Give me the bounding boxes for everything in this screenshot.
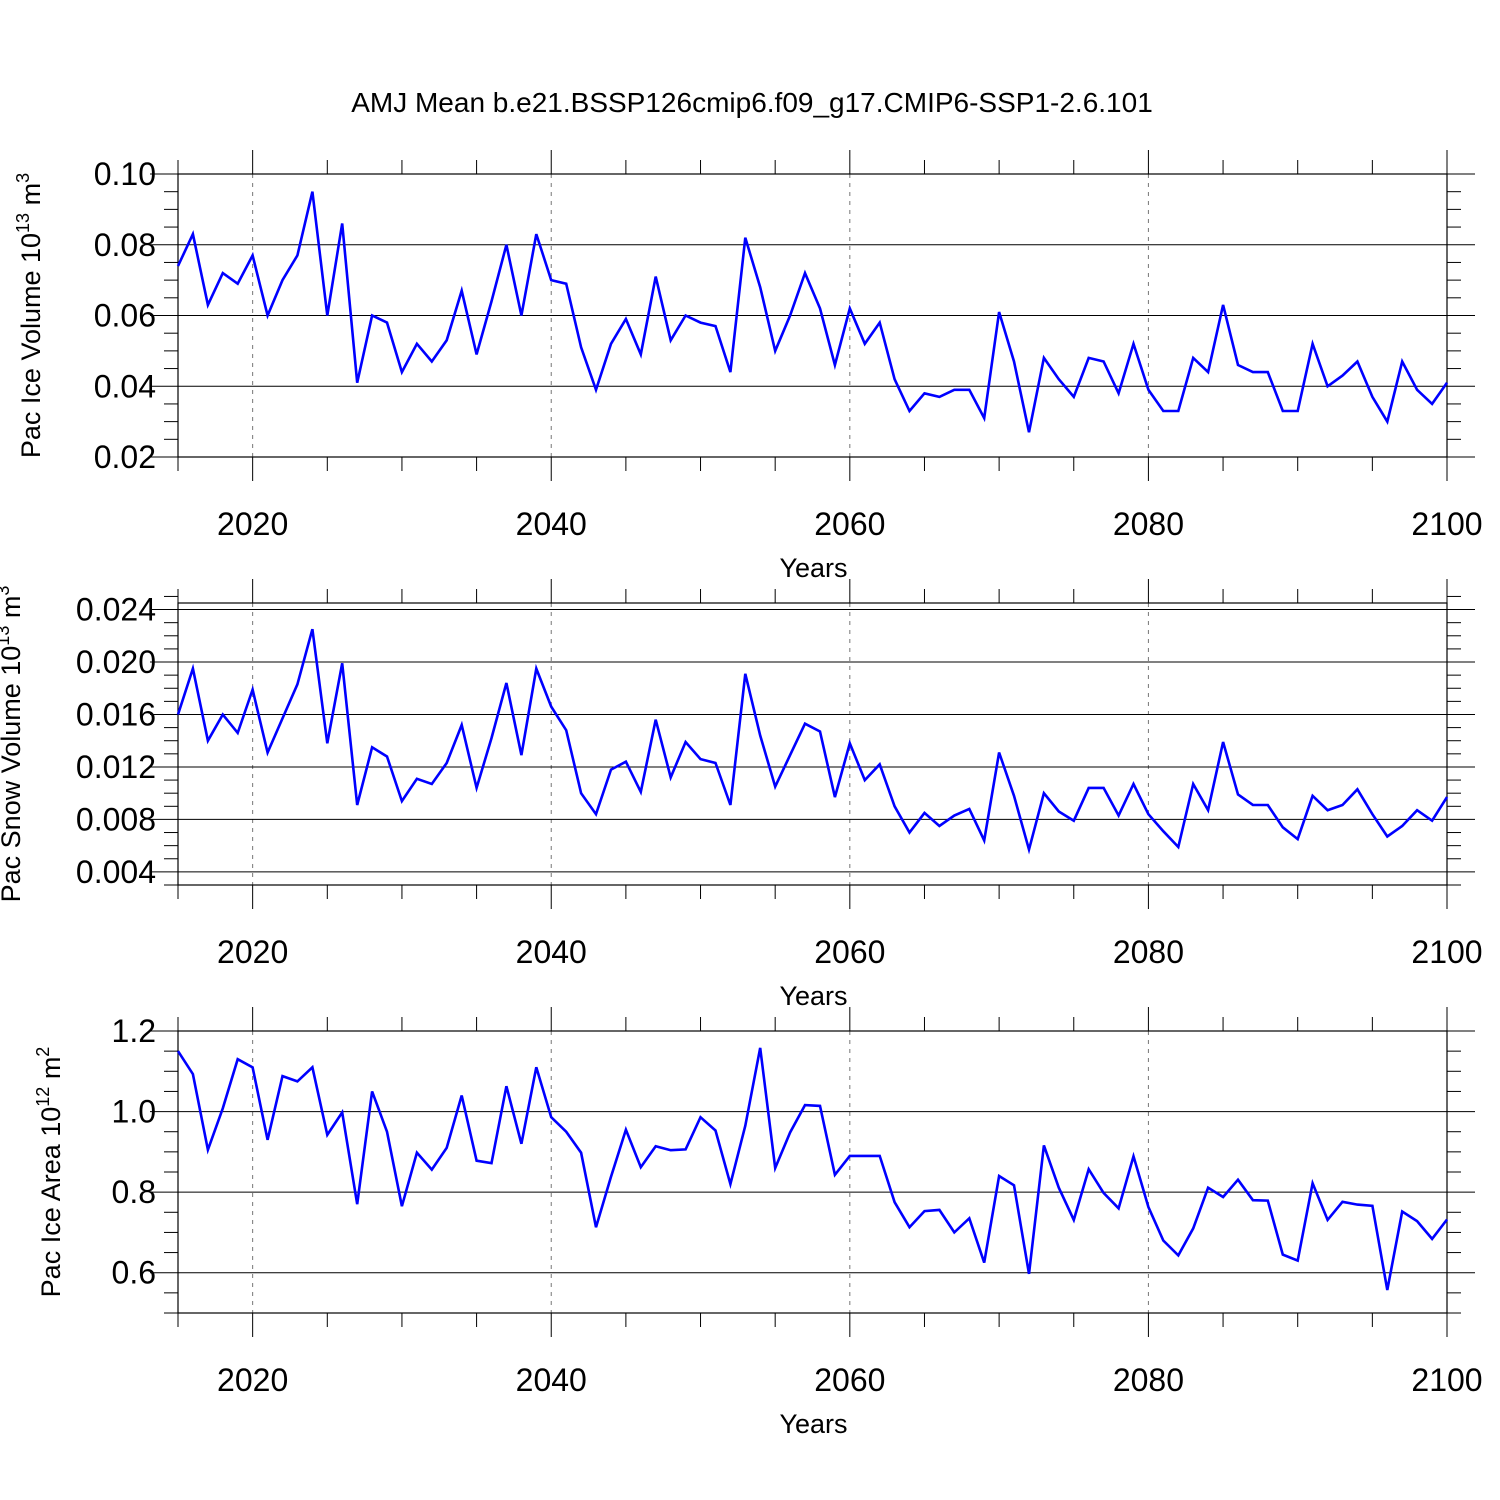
x-tick-label: 2100 <box>1411 1362 1482 1398</box>
y-axis-title-text: Pac Ice Area 10 <box>36 1107 66 1298</box>
y-axis-title-unit: m <box>36 1057 66 1087</box>
y-axis-title-exponent: 13 <box>13 213 33 233</box>
y-tick-label: 0.016 <box>76 696 156 732</box>
x-tick-label: 2080 <box>1113 1362 1184 1398</box>
y-axis-title-unit: m <box>0 596 26 626</box>
y-axis-title-exponent: 12 <box>33 1087 53 1107</box>
y-axis-title-unit: m <box>16 183 46 213</box>
y-axis-title-text: Pac Ice Volume 10 <box>16 233 46 458</box>
x-tick-label: 2020 <box>217 1362 288 1398</box>
x-tick-label: 2060 <box>814 1362 885 1398</box>
y-axis-title-unit-exponent: 3 <box>0 586 13 596</box>
x-axis-title: Years <box>779 553 847 583</box>
y-tick-label: 1.2 <box>112 1013 156 1049</box>
panel-1: 0.02 0.04 0.06 0.08 0.10 2020 2040 2060 2080 2100… <box>13 150 1483 583</box>
x-tick-label: 2040 <box>516 1362 587 1398</box>
x-tick-label: 2100 <box>1411 506 1482 542</box>
y-tick-label: 0.06 <box>94 298 156 334</box>
series-line <box>176 628 1449 855</box>
x-tick-label: 2100 <box>1411 934 1482 970</box>
y-axis-title: Pac Ice Area 1012 m2 <box>33 1047 66 1298</box>
x-tick-label: 2080 <box>1113 934 1184 970</box>
y-tick-label: 0.10 <box>94 156 156 192</box>
x-tick-label: 2060 <box>814 506 885 542</box>
y-tick-label: 0.02 <box>94 439 156 475</box>
y-axis-title-unit-exponent: 3 <box>13 173 33 183</box>
x-tick-label: 2080 <box>1113 506 1184 542</box>
x-axis-title: Years <box>779 1409 847 1439</box>
panel-3: 0.6 0.8 1.0 1.2 2020 2040 2060 2080 2100 Years Pac… <box>33 1007 1483 1439</box>
panels: 0.02 0.04 0.06 0.08 0.10 2020 2040 2060 2080 2100… <box>0 150 1483 1439</box>
y-tick-label: 0.004 <box>76 854 156 890</box>
series-line <box>176 1047 1449 1291</box>
x-tick-label: 2020 <box>217 506 288 542</box>
plot-frame <box>177 1030 1448 1314</box>
y-axis-title-text: Pac Snow Volume 10 <box>0 646 26 903</box>
x-axis-title: Years <box>779 981 847 1011</box>
y-tick-label: 0.020 <box>76 644 156 680</box>
y-tick-label: 0.04 <box>94 368 156 404</box>
y-tick-label: 0.6 <box>112 1255 156 1291</box>
y-tick-label: 0.024 <box>76 592 156 628</box>
y-axis-title: Pac Snow Volume 1013 m3 <box>0 586 26 903</box>
y-axis-title-unit-exponent: 2 <box>33 1047 53 1057</box>
y-axis-title-exponent: 13 <box>0 626 13 646</box>
plot-frame <box>177 602 1448 886</box>
x-tick-label: 2020 <box>217 934 288 970</box>
y-tick-label: 0.08 <box>94 227 156 263</box>
chart-title: AMJ Mean b.e21.BSSP126cmip6.f09_g17.CMIP… <box>351 87 1153 118</box>
x-tick-label: 2040 <box>516 506 587 542</box>
y-tick-label: 1.0 <box>112 1094 156 1130</box>
x-tick-label: 2040 <box>516 934 587 970</box>
plot-frame <box>177 173 1448 458</box>
x-tick-label: 2060 <box>814 934 885 970</box>
y-tick-label: 0.008 <box>76 801 156 837</box>
panel-2: 0.004 0.008 0.012 0.016 0.020 0.024 2020 2040 20… <box>0 579 1483 1011</box>
series-line <box>176 191 1449 433</box>
y-axis-title: Pac Ice Volume 1013 m3 <box>13 173 46 458</box>
y-tick-label: 0.012 <box>76 749 156 785</box>
y-tick-label: 0.8 <box>112 1174 156 1210</box>
